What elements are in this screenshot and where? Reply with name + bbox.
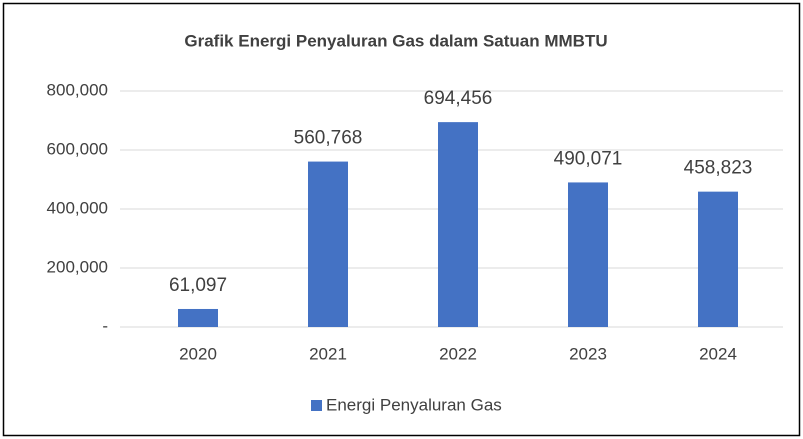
x-tick-label: 2024: [699, 344, 737, 363]
data-label: 560,768: [294, 128, 363, 149]
legend-swatch: [311, 400, 322, 411]
y-tick-label: 800,000: [47, 80, 108, 99]
bar: [568, 182, 608, 327]
legend-label: Energi Penyaluran Gas: [326, 395, 502, 414]
y-tick-label: 200,000: [47, 257, 108, 276]
bar: [438, 122, 478, 327]
data-label: 61,097: [169, 275, 227, 296]
data-label: 694,456: [424, 88, 493, 109]
data-label: 458,823: [684, 158, 753, 179]
y-tick-label: 400,000: [47, 198, 108, 217]
x-tick-label: 2021: [309, 344, 347, 363]
y-tick-label: 600,000: [47, 139, 108, 158]
data-label: 490,071: [554, 148, 623, 169]
bar: [178, 308, 218, 327]
x-tick-label: 2023: [569, 344, 607, 363]
chart-title: Grafik Energi Penyaluran Gas dalam Satua…: [184, 31, 607, 50]
x-tick-label: 2020: [179, 344, 217, 363]
bar: [698, 191, 738, 327]
bar: [308, 161, 348, 327]
x-tick-label: 2022: [439, 344, 477, 363]
y-tick-label: -: [102, 316, 108, 335]
